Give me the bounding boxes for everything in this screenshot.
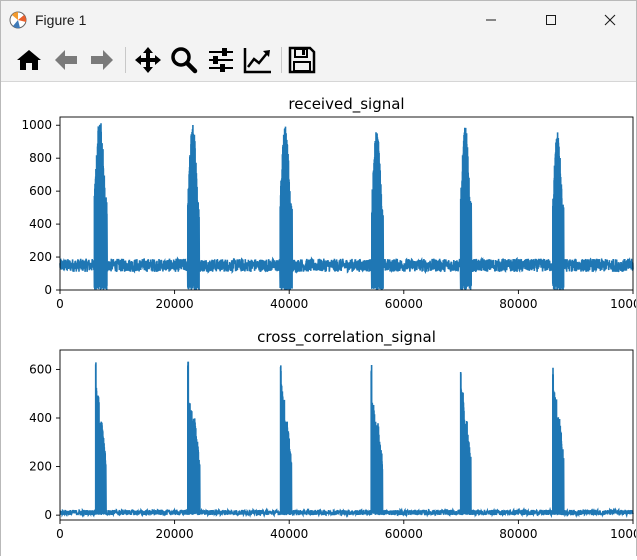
y-tick-label: 0 (44, 283, 52, 297)
y-tick-label: 1000 (21, 118, 52, 132)
y-tick-label: 200 (29, 460, 52, 474)
x-tick-label: 0 (56, 297, 64, 311)
pan-icon (135, 47, 161, 73)
configure-subplots-button[interactable] (205, 44, 237, 76)
y-tick-label: 600 (29, 184, 52, 198)
back-button[interactable] (50, 44, 82, 76)
x-tick-label: 100000 (610, 527, 636, 541)
zoom-button[interactable] (168, 44, 200, 76)
figure-canvas[interactable]: received_signal 0 20000 40000 60000 80000 100 0… (1, 82, 637, 556)
y-tick-label: 200 (29, 250, 52, 264)
back-arrow-icon (55, 50, 77, 70)
x-tick-label: 20000 (156, 297, 194, 311)
edit-axis-button[interactable] (242, 44, 274, 76)
close-button[interactable] (587, 1, 633, 39)
forward-arrow-icon (91, 50, 113, 70)
subplot-title: received_signal (288, 95, 404, 114)
subplot-2: cross_correlation_signal 0 20000 40000 60000… (29, 328, 637, 541)
y-tick-label: 400 (29, 411, 52, 425)
maximize-button[interactable] (528, 1, 574, 39)
x-tick-label: 60000 (385, 297, 423, 311)
x-tick-label: 20000 (156, 527, 194, 541)
forward-button[interactable] (86, 44, 118, 76)
x-tick-label: 60000 (385, 527, 423, 541)
subplot-title: cross_correlation_signal (257, 328, 436, 347)
window-title: Figure 1 (35, 12, 87, 28)
title-bar: Figure 1 (1, 1, 636, 39)
x-tick-label: 0 (56, 527, 64, 541)
toolbar-separator (125, 47, 126, 73)
x-tick-label: 40000 (270, 527, 308, 541)
pan-button[interactable] (132, 44, 164, 76)
signal-line (59, 123, 634, 291)
minimize-button[interactable] (468, 1, 514, 39)
y-tick-label: 400 (29, 217, 52, 231)
home-icon (17, 50, 41, 70)
x-tick-label: 100000 (610, 297, 636, 311)
home-button[interactable] (13, 44, 45, 76)
save-button[interactable] (286, 44, 318, 76)
save-icon (288, 46, 316, 74)
x-tick-label: 40000 (270, 297, 308, 311)
zoom-icon (171, 47, 198, 74)
y-tick-label: 600 (29, 362, 52, 376)
x-tick-label: 80000 (499, 297, 537, 311)
y-tick-label: 800 (29, 151, 52, 165)
minimize-icon (486, 19, 496, 21)
maximize-icon (546, 15, 556, 25)
x-tick-label: 80000 (499, 527, 537, 541)
matplotlib-app-icon (9, 11, 27, 29)
toolbar-separator (281, 47, 282, 73)
signal-line (59, 361, 634, 519)
close-icon (604, 14, 616, 26)
navigation-toolbar (1, 39, 636, 82)
configure-subplots-icon (209, 48, 233, 72)
axes-frame (59, 349, 634, 521)
subplot-1: received_signal 0 20000 40000 60000 80000 100 0… (21, 95, 637, 311)
axes-frame (59, 116, 634, 291)
edit-axis-icon (243, 48, 271, 74)
y-tick-label: 0 (44, 508, 52, 522)
